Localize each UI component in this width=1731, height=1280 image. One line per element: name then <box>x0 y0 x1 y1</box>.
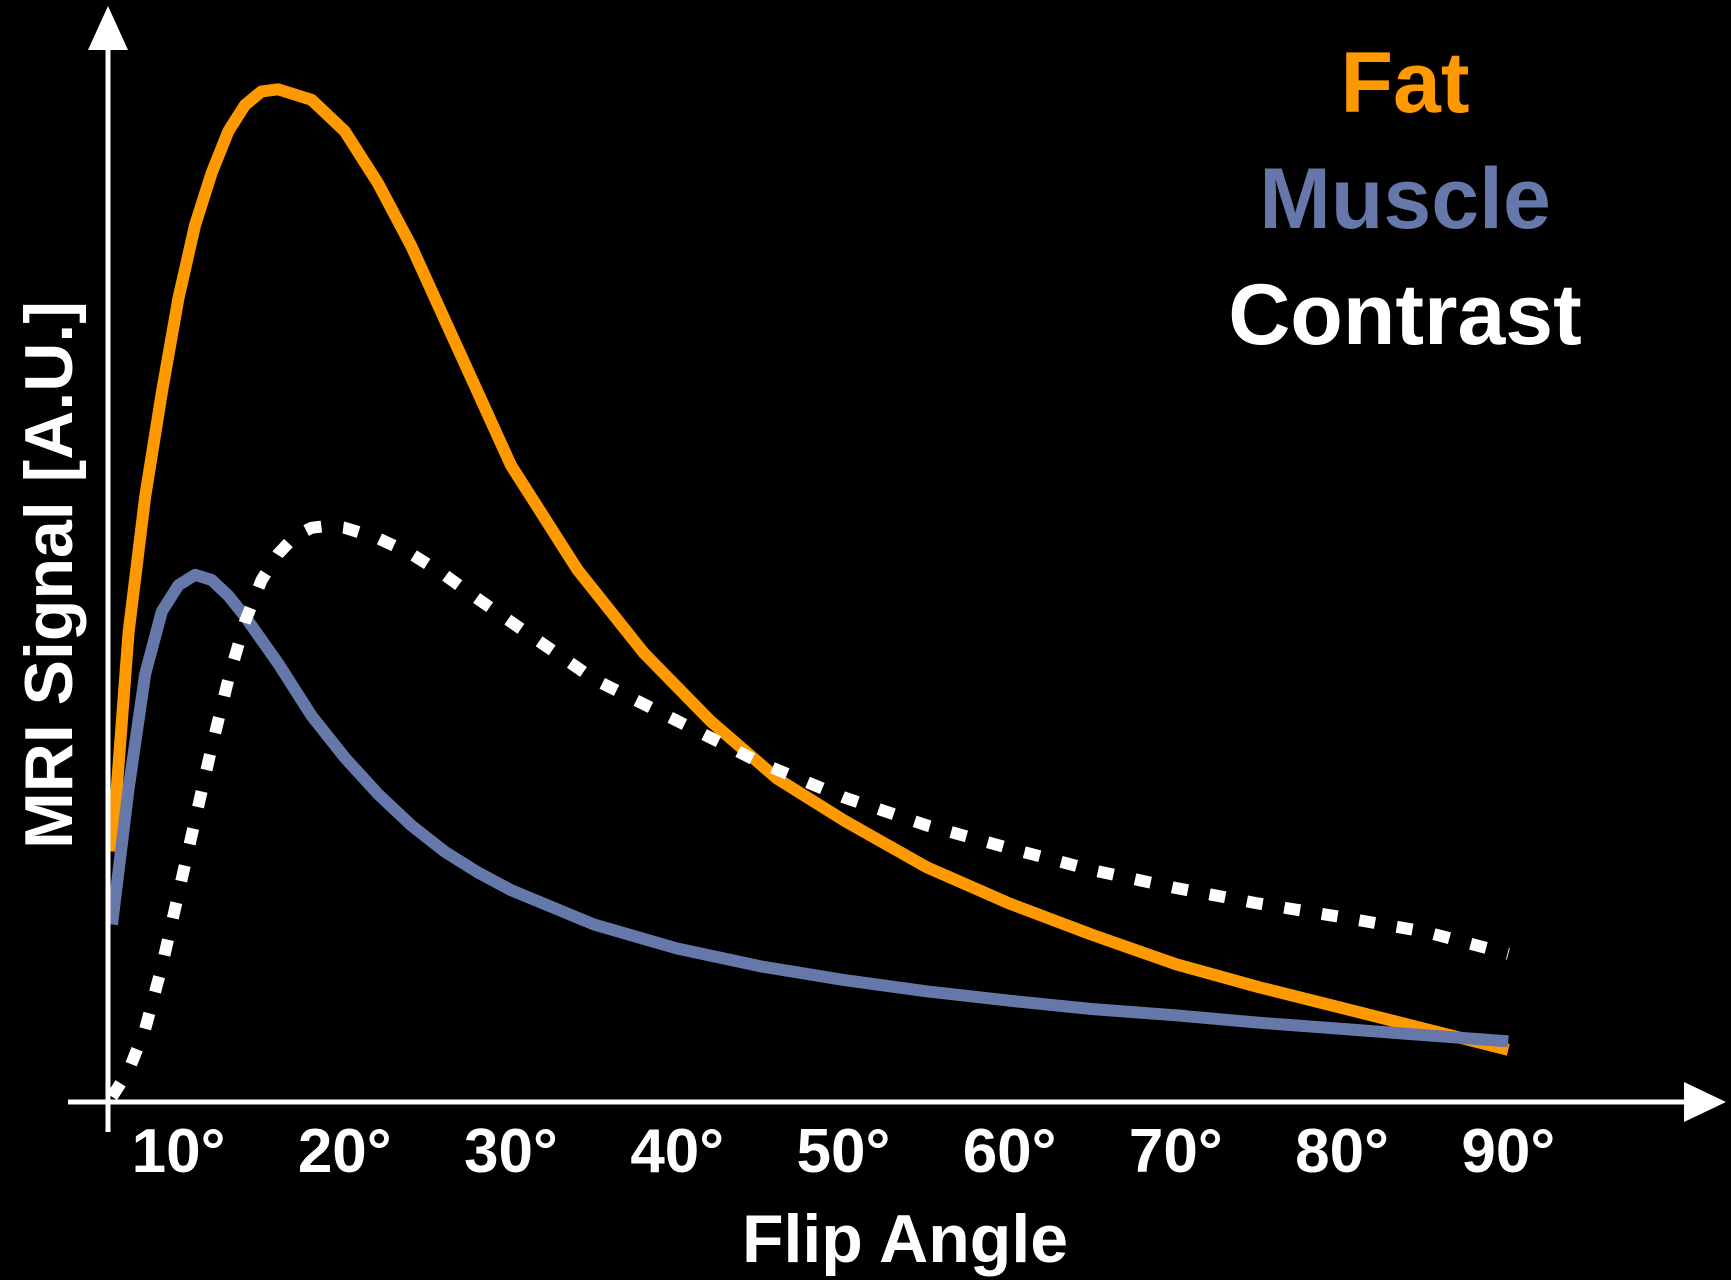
x-tick-label: 60° <box>963 1117 1057 1186</box>
axes-layer <box>68 6 1726 1132</box>
x-tick-label: 10° <box>132 1117 226 1186</box>
x-tick-label: 90° <box>1461 1117 1555 1186</box>
x-tick-labels: 10° 20° 30° 40° 50° 60° 70° 80° 90° <box>132 1117 1556 1186</box>
y-axis-label: MRI Signal [A.U.] <box>11 301 87 849</box>
series-line-fat <box>106 83 1510 1056</box>
legend-label-fat: Fat <box>1341 35 1470 131</box>
x-tick-label: 80° <box>1295 1117 1389 1186</box>
x-tick-label: 40° <box>630 1117 724 1186</box>
series-line-muscle <box>106 568 1509 1048</box>
series-layer <box>106 83 1510 1101</box>
x-tick-label: 30° <box>464 1117 558 1186</box>
legend: Fat Muscle Contrast <box>1228 35 1582 363</box>
x-tick-label: 50° <box>797 1117 891 1186</box>
y-axis-arrowhead <box>88 6 128 50</box>
x-tick-label: 70° <box>1129 1117 1223 1186</box>
x-axis-label: Flip Angle <box>742 1201 1068 1277</box>
x-tick-label: 20° <box>298 1117 392 1186</box>
legend-label-muscle: Muscle <box>1259 151 1551 247</box>
legend-label-contrast: Contrast <box>1228 267 1582 363</box>
x-axis-arrowhead <box>1684 1082 1726 1122</box>
